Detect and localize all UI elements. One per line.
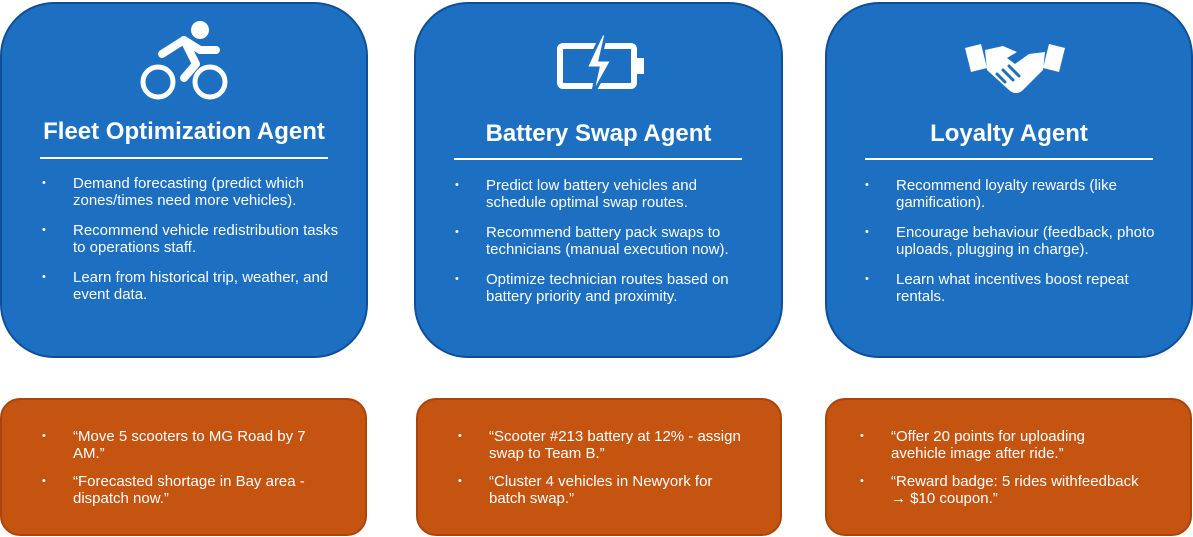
battery-swap-card: Battery Swap Agent Predict low battery v…: [414, 2, 783, 358]
list-item: “Move 5 scooters to MG Road by 7 AM.”: [42, 428, 335, 462]
list-item: “Scooter #213 battery at 12% - assign sw…: [458, 428, 751, 462]
agent-title: Loyalty Agent: [930, 120, 1088, 147]
battery-charging-icon: [557, 34, 644, 96]
loyalty-examples-card: “Offer 20 points for uploading avehicle …: [825, 398, 1192, 536]
list-item: “Forecasted shortage in Bay area - dispa…: [42, 473, 335, 507]
list-item: Predict low battery vehicles and schedul…: [455, 177, 748, 211]
list-item: Demand forecasting (predict which zones/…: [42, 175, 343, 209]
bicycle-icon: [140, 21, 228, 100]
title-underline: [454, 158, 742, 160]
list-item: “Reward badge: 5 rides withfeedback → $1…: [860, 473, 1141, 507]
agent-capabilities-list: Recommend loyalty rewards (like gamifica…: [865, 177, 1158, 318]
list-item: Recommend battery pack swaps to technici…: [455, 224, 748, 258]
list-item: Recommend loyalty rewards (like gamifica…: [865, 177, 1158, 211]
agent-capabilities-list: Demand forecasting (predict which zones/…: [42, 175, 343, 316]
example-list: “Offer 20 points for uploading avehicle …: [860, 428, 1141, 518]
title-underline: [865, 158, 1153, 160]
list-item: Optimize technician routes based on batt…: [455, 271, 748, 305]
battery-examples-card: “Scooter #213 battery at 12% - assign sw…: [416, 398, 782, 536]
example-list: “Move 5 scooters to MG Road by 7 AM.” “F…: [42, 428, 335, 518]
agent-capabilities-list: Predict low battery vehicles and schedul…: [455, 177, 748, 318]
list-item: Recommend vehicle redistribution tasks t…: [42, 222, 343, 256]
list-item: “Offer 20 points for uploading avehicle …: [860, 428, 1141, 462]
title-underline: [40, 157, 328, 159]
fleet-optimization-card: Fleet Optimization Agent Demand forecast…: [0, 2, 368, 358]
list-item: Learn from historical trip, weather, and…: [42, 269, 343, 303]
agent-title: Battery Swap Agent: [485, 120, 712, 147]
list-item: “Cluster 4 vehicles in Newyork for batch…: [458, 473, 751, 507]
agent-title: Fleet Optimization Agent: [43, 118, 325, 145]
loyalty-card: Loyalty Agent Recommend loyalty rewards …: [825, 2, 1193, 358]
fleet-examples-card: “Move 5 scooters to MG Road by 7 AM.” “F…: [0, 398, 367, 536]
list-item: Encourage behaviour (feedback, photo upl…: [865, 224, 1158, 258]
example-list: “Scooter #213 battery at 12% - assign sw…: [458, 428, 751, 518]
list-item: Learn what incentives boost repeat renta…: [865, 271, 1158, 305]
handshake-icon: [965, 44, 1065, 93]
